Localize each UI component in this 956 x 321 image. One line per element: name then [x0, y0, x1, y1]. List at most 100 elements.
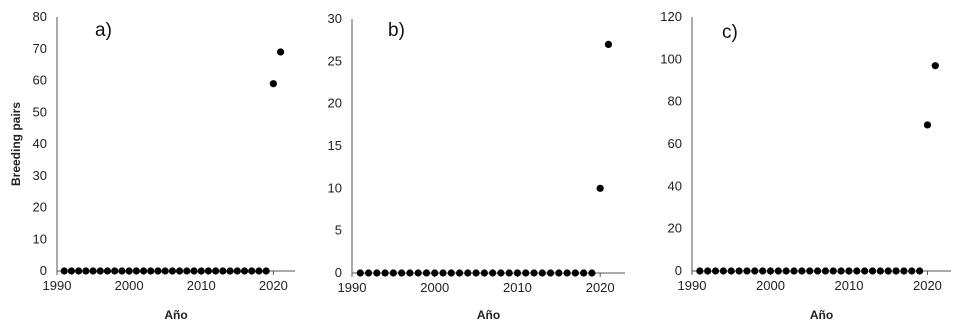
y-tick-label: 40 [668, 178, 682, 193]
panel-b: 0 5 10 15 20 25 30 1990 2000 2010 2020 b) Año [328, 11, 625, 321]
data-point [226, 267, 234, 275]
data-point [89, 267, 97, 275]
x-tick-label: 1990 [338, 280, 367, 295]
data-point [821, 267, 830, 275]
x-tick-labels: 1990 2000 2010 2020 [678, 271, 942, 293]
y-tick-label: 0 [40, 263, 47, 278]
data-point [190, 267, 198, 275]
data-point [233, 267, 241, 275]
y-tick-label: 10 [328, 180, 342, 195]
y-tick-label: 0 [335, 265, 342, 280]
data-point [96, 267, 104, 275]
data-point [813, 267, 822, 275]
data-point [751, 267, 759, 275]
data-point [868, 267, 877, 275]
data-point [168, 267, 176, 275]
data-point [884, 267, 892, 275]
data-point [269, 80, 277, 88]
x-axis-title: Año [164, 308, 187, 321]
data-point [183, 267, 191, 275]
data-point [563, 269, 571, 277]
data-point [414, 269, 422, 277]
data-point [892, 267, 900, 275]
data-point [696, 267, 704, 275]
data-point [176, 267, 184, 275]
panel-c: 0 20 40 60 80 100 120 1990 2000 2010 2020 c) Año [660, 9, 951, 321]
y-tick-label: 60 [668, 136, 682, 151]
data-point [711, 267, 720, 275]
y-tick-label: 100 [660, 51, 682, 66]
data-point [931, 62, 939, 70]
data-point [103, 267, 112, 275]
y-tick-label: 15 [328, 138, 342, 153]
data-point [806, 267, 814, 275]
data-point [555, 269, 563, 277]
data-point [829, 267, 837, 275]
data-point [147, 267, 155, 275]
data-point [255, 267, 263, 275]
y-tick-label: 80 [33, 9, 47, 24]
data-points [696, 62, 939, 275]
data-point [480, 269, 488, 277]
data-point [248, 267, 256, 275]
data-point [381, 269, 389, 277]
data-point [505, 269, 513, 277]
data-point [704, 267, 712, 275]
x-tick-labels: 1990 2000 2010 2020 [338, 273, 615, 295]
y-tick-label: 60 [33, 73, 47, 88]
data-point [154, 267, 162, 275]
data-point [398, 269, 406, 277]
data-point [735, 267, 743, 275]
data-point [60, 267, 68, 275]
data-point [580, 269, 588, 277]
x-tick-label: 2000 [420, 280, 449, 295]
x-tick-label: 2020 [586, 280, 615, 295]
data-point [759, 267, 767, 275]
data-point [743, 267, 751, 275]
data-points [356, 40, 613, 277]
data-point [219, 267, 227, 275]
x-tick-label: 2020 [913, 278, 942, 293]
y-tick-label: 80 [668, 94, 682, 109]
data-point [262, 267, 270, 275]
x-tick-label: 2000 [756, 278, 785, 293]
x-axis-title: Año [810, 308, 833, 321]
data-point [876, 267, 884, 275]
panel-label: c) [722, 22, 738, 43]
x-axis-title: Año [477, 308, 500, 321]
y-tick-label: 40 [33, 136, 47, 151]
data-point [522, 269, 530, 277]
data-point [727, 267, 735, 275]
x-tick-labels: 1990 2000 2010 2020 [43, 271, 288, 293]
data-point [900, 267, 908, 275]
data-point [472, 269, 480, 277]
y-tick-labels: 0 20 40 60 80 100 120 [660, 9, 682, 278]
y-tick-label: 120 [660, 9, 682, 24]
data-point [538, 269, 546, 277]
y-tick-label: 5 [335, 223, 342, 238]
x-tick-label: 2010 [187, 278, 216, 293]
x-tick-label: 2010 [835, 278, 864, 293]
y-tick-label: 25 [328, 53, 342, 68]
data-point [774, 267, 782, 275]
data-point [212, 267, 220, 275]
data-point [861, 267, 869, 275]
y-tick-label: 30 [328, 11, 342, 26]
y-axis-title: Breeding pairs [9, 102, 23, 186]
data-point [908, 267, 916, 275]
y-tick-label: 20 [668, 221, 682, 236]
y-tick-label: 20 [33, 200, 47, 215]
data-point [373, 269, 381, 277]
data-point [132, 267, 140, 275]
data-point [118, 267, 126, 275]
data-point [530, 269, 538, 277]
data-point [356, 269, 364, 277]
y-tick-label: 70 [33, 41, 47, 56]
data-point [364, 269, 373, 277]
data-point [389, 269, 397, 277]
x-tick-label: 2020 [259, 278, 288, 293]
y-tick-label: 30 [33, 168, 47, 183]
y-tick-labels: 0 5 10 15 20 25 30 [328, 11, 342, 280]
data-point [276, 48, 285, 56]
